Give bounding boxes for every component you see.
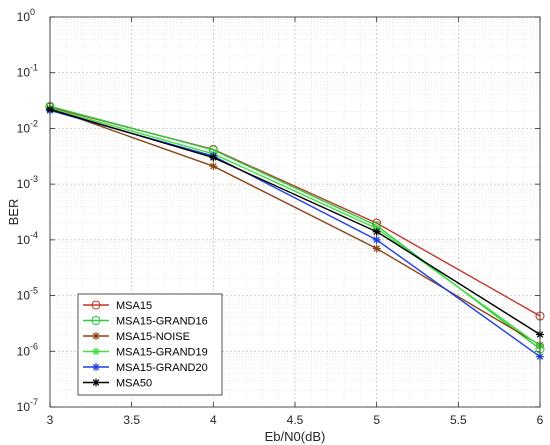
x-tick-labels: 3 3.5 4 4.5 5 5.5 6 xyxy=(47,413,544,427)
y-tick-exponent: -7 xyxy=(30,397,38,407)
legend-entry: MSA15-NOISE xyxy=(83,331,190,343)
data-point-circle xyxy=(91,300,101,310)
y-tick-exponent: -4 xyxy=(30,230,38,240)
x-tick-label: 4.5 xyxy=(287,413,304,427)
y-tick-exponent: -5 xyxy=(30,286,38,296)
y-tick-exponent: -1 xyxy=(30,63,38,73)
data-point-circle xyxy=(91,315,101,326)
legend-entry: MSA15-GRAND20 xyxy=(83,362,208,374)
y-tick-exponent: -6 xyxy=(30,341,38,351)
y-axis-label: BER xyxy=(6,199,21,226)
data-point-star xyxy=(372,227,381,236)
data-point-star xyxy=(209,153,218,162)
plot-frame xyxy=(49,16,541,408)
y-tick-label: 10 xyxy=(17,121,31,135)
x-tick-label: 3 xyxy=(47,413,54,427)
x-tick-label: 5.5 xyxy=(450,413,467,427)
legend-entry: MSA15-GRAND19 xyxy=(83,347,208,359)
legend-entry: MSA15-GRAND16 xyxy=(83,316,208,328)
legend-label: MSA15-GRAND16 xyxy=(116,316,208,328)
legend: MSA15 MSA15-GRAND16 MSA15-NOISE MSA15-GRAND… xyxy=(77,293,223,396)
legend-entry: MSA15 xyxy=(83,300,152,312)
series-line xyxy=(49,107,541,346)
data-point-star xyxy=(209,162,218,171)
legend-box xyxy=(77,293,223,396)
data-point-star xyxy=(372,244,381,253)
legend-entry: MSA50 xyxy=(83,378,152,390)
data-point-star xyxy=(92,347,100,356)
x-axis-label: Eb/N0(dB) xyxy=(265,429,326,444)
legend-label: MSA15-GRAND19 xyxy=(116,347,208,359)
legend-label: MSA15-NOISE xyxy=(116,331,190,343)
series-line xyxy=(49,108,541,336)
data-point-star xyxy=(92,332,100,340)
data-point-star xyxy=(92,378,100,387)
y-tick-label: 10 xyxy=(17,66,31,80)
series-line xyxy=(49,107,541,347)
y-tick-exponent: -3 xyxy=(30,174,38,184)
x-tick-label: 3.5 xyxy=(123,413,140,427)
data-point-star xyxy=(372,235,381,244)
legend-label: MSA15 xyxy=(116,300,152,312)
y-tick-exponent: 0 xyxy=(30,7,35,17)
data-point-star xyxy=(92,363,100,371)
x-tick-label: 4 xyxy=(210,413,217,427)
y-tick-label: 10 xyxy=(17,233,31,247)
legend-label: MSA15-GRAND20 xyxy=(116,362,208,374)
y-tick-label: 10 xyxy=(17,344,31,358)
legend-label: MSA50 xyxy=(116,378,152,390)
x-tick-label: 5 xyxy=(373,413,380,427)
y-tick-label: 10 xyxy=(17,400,31,414)
x-tick-label: 6 xyxy=(537,413,544,427)
y-tick-label: 10 xyxy=(17,177,31,191)
y-tick-exponent: -2 xyxy=(30,118,38,128)
y-tick-label: 10 xyxy=(17,289,31,303)
y-tick-label: 10 xyxy=(17,10,31,24)
